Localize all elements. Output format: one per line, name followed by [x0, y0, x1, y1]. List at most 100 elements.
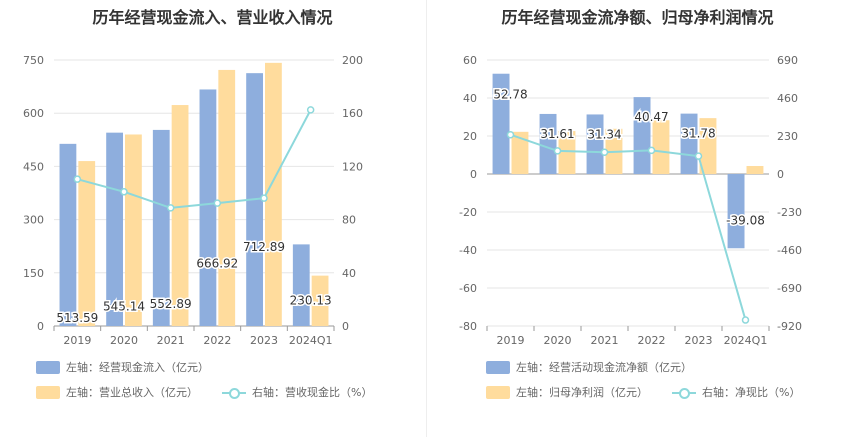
legend-label: 右轴：营收现金比（%） [252, 386, 373, 399]
bar-primary [492, 73, 510, 174]
bar-secondary [746, 166, 764, 174]
x-tick-label: 2022 [638, 334, 666, 347]
line-point [553, 147, 562, 155]
x-tick-label: 2024Q1 [289, 334, 333, 347]
bar-secondary [652, 120, 670, 174]
y-tick-label-left: -80 [459, 320, 477, 333]
data-label: 31.61 [540, 127, 574, 141]
chart-left: 0 150 300 450 600 750 0 40 80 120 160 200 2019 2020 20… [23, 54, 363, 347]
y-tick-label-left: 0 [37, 320, 44, 333]
line-point [647, 146, 656, 155]
y-tick-label-right: 200 [342, 54, 363, 67]
bar-secondary [311, 275, 329, 326]
legend-label: 左轴：经营活动现金流净额（亿元） [516, 361, 692, 374]
y-tick-label-left: 20 [463, 130, 477, 143]
data-label: 552.89 [150, 297, 192, 311]
data-label: 31.34 [587, 127, 621, 141]
line-point [306, 106, 315, 114]
y-tick-label-left: 750 [23, 54, 44, 67]
legend-swatch-line [672, 386, 696, 399]
y-tick-label-right: 690 [777, 54, 798, 67]
line-point [260, 194, 268, 202]
legend-swatch-bar-blue [486, 360, 510, 374]
y-tick-label-right: -460 [777, 244, 802, 257]
line-point [694, 152, 703, 160]
chart-title-left: 历年经营现金流入、营业收入情况 [92, 8, 333, 27]
y-tick-label-right: 230 [777, 130, 798, 143]
bar-primary [292, 244, 310, 326]
x-tick-label: 2021 [591, 334, 619, 347]
y-tick-label-right: -920 [777, 320, 802, 333]
x-tick-label: 2024Q1 [724, 334, 768, 347]
bar-primary [586, 114, 604, 174]
data-label: 513.59 [56, 311, 98, 325]
x-tick-label: 2023 [250, 334, 278, 347]
data-label: 31.78 [681, 127, 715, 141]
chart-right: -80 -60 -40 -20 0 20 40 60 -920 -690 -460 -230 0 230 4… [459, 54, 802, 347]
line-point [506, 130, 515, 139]
bar-primary [59, 143, 77, 326]
legend-item-net-profit[interactable]: 左轴：归母净利润（亿元） [486, 384, 648, 400]
bar-primary [199, 89, 217, 327]
bar-secondary [125, 134, 142, 326]
data-label: -39.08 [726, 213, 765, 227]
line-point [166, 204, 175, 212]
y-tick-label-left: 0 [470, 168, 477, 181]
data-label: 40.47 [634, 110, 668, 124]
x-tick-label: 2019 [497, 334, 525, 347]
bar-secondary [558, 131, 576, 174]
x-tick-label: 2021 [157, 334, 185, 347]
bar-primary [727, 174, 745, 249]
legend-swatch-bar-blue [36, 360, 60, 374]
data-label: 230.13 [290, 293, 332, 307]
y-tick-label-right: 120 [342, 160, 363, 173]
series-line [510, 133, 747, 321]
legend-item-cash-ratio[interactable]: 右轴：营收现金比（%） [222, 384, 372, 400]
bar-secondary [511, 131, 529, 174]
legend-swatch-bar-orange [36, 385, 60, 399]
line-point [120, 188, 128, 196]
bar-primary [633, 97, 651, 174]
panel-divider [426, 0, 427, 437]
legend-swatch-bar-orange [486, 385, 510, 399]
bar-primary [680, 113, 698, 174]
legend-swatch-line [222, 386, 246, 399]
y-tick-label-right: -690 [777, 282, 802, 295]
bar-primary [152, 129, 170, 326]
x-tick-label: 2019 [63, 334, 91, 347]
bar-primary [106, 132, 123, 326]
y-tick-label-left: -60 [459, 282, 477, 295]
y-tick-label-left: 600 [23, 107, 44, 120]
data-label: 666.92 [196, 256, 238, 270]
y-tick-label-right: 0 [777, 168, 784, 181]
bar-secondary [218, 69, 236, 326]
bar-secondary [265, 62, 282, 326]
series-line [77, 109, 312, 209]
x-tick-label: 2022 [203, 334, 231, 347]
legend-item-net-cash-ratio[interactable]: 右轴：净现比（%） [672, 384, 800, 400]
y-tick-label-left: -40 [459, 244, 477, 257]
y-tick-label-left: 40 [463, 92, 477, 105]
line-point [600, 148, 609, 156]
bar-secondary [78, 161, 96, 326]
y-tick-label-right: 80 [342, 214, 356, 227]
y-tick-label-left: 60 [463, 54, 477, 67]
data-label: 545.14 [103, 300, 145, 314]
line-point [213, 199, 222, 207]
data-label: 52.78 [493, 88, 527, 102]
legend-label: 左轴：经营现金流入（亿元） [66, 361, 209, 374]
y-tick-label-left: 300 [23, 214, 44, 227]
legend-label: 右轴：净现比（%） [702, 386, 801, 399]
legend-item-revenue[interactable]: 左轴：营业总收入（亿元） [36, 384, 198, 400]
y-tick-label-left: 150 [23, 267, 44, 280]
legend-item-cash-inflow[interactable]: 左轴：经营现金流入（亿元） [36, 359, 209, 375]
bar-secondary [699, 118, 717, 174]
legend-item-net-cash-flow[interactable]: 左轴：经营活动现金流净额（亿元） [486, 359, 692, 375]
y-tick-label-right: 460 [777, 92, 798, 105]
bar-primary [539, 113, 557, 174]
y-tick-label-right: 0 [342, 320, 349, 333]
legend-label: 左轴：营业总收入（亿元） [66, 386, 198, 399]
x-tick-label: 2020 [544, 334, 572, 347]
x-tick-label: 2020 [110, 334, 138, 347]
y-tick-label-right: 40 [342, 267, 356, 280]
